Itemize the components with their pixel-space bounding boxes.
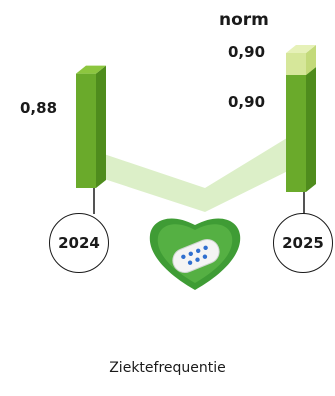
value-label-2025: 0,90 (228, 93, 266, 111)
category-label-2024: 2024 (58, 234, 100, 252)
bar-2024-front (76, 73, 96, 188)
norm-value-label: 0,90 (228, 43, 266, 61)
value-label-2024: 0,88 (20, 99, 58, 117)
norm-label: norm (219, 10, 269, 30)
norm-block-side (306, 45, 316, 75)
connector-band (92, 130, 300, 212)
heart-with-pill-icon (149, 218, 241, 290)
bar-2025-front (286, 75, 306, 192)
chart-title: Ziektefrequentie (109, 360, 226, 376)
norm-block-front (286, 53, 306, 75)
category-label-2025: 2025 (282, 234, 324, 252)
norm-block-top (286, 45, 316, 53)
year-badge-2024: 2024 (49, 213, 109, 273)
bar-2024-top (76, 65, 106, 74)
bar-2025-side (306, 67, 316, 192)
bar-2024-side (96, 65, 106, 188)
year-badge-2025: 2025 (273, 213, 333, 273)
